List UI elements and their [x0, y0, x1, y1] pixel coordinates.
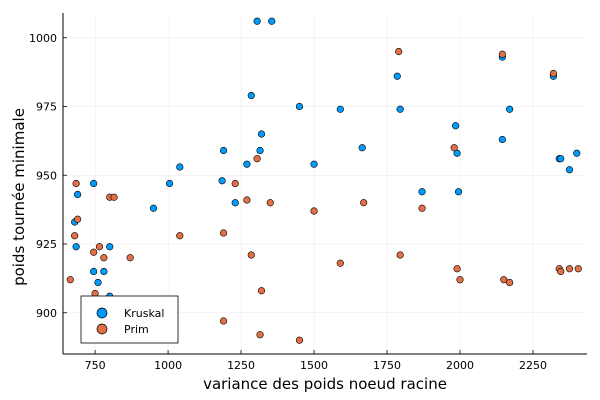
data-point-prim [95, 243, 104, 251]
data-point-prim [73, 215, 82, 223]
data-point-kruskal [393, 72, 401, 80]
data-point-kruskal [506, 105, 514, 113]
data-point-kruskal [257, 130, 266, 138]
x-tick-label: 2000 [446, 359, 474, 372]
data-point-prim [295, 336, 304, 344]
data-point-kruskal [396, 105, 404, 113]
data-point-prim [219, 317, 228, 325]
data-point-prim [66, 276, 74, 284]
data-point-prim [557, 267, 565, 276]
data-point-kruskal [295, 102, 304, 111]
x-axis-label: variance des poids noeud racine [203, 375, 447, 393]
data-point-kruskal [498, 135, 506, 144]
data-point-prim [506, 278, 514, 287]
data-point-prim [565, 265, 574, 273]
data-point-prim [266, 199, 274, 207]
data-point-prim [336, 259, 344, 267]
data-point-kruskal [106, 243, 114, 251]
data-point-prim [418, 204, 426, 212]
data-point-kruskal [176, 163, 184, 171]
data-point-kruskal [218, 177, 226, 185]
data-point-kruskal [253, 17, 261, 25]
legend-box [80, 295, 179, 344]
data-point-prim [253, 155, 261, 163]
data-point-prim [90, 248, 98, 256]
data-point-kruskal [565, 166, 574, 174]
plot-frame [62, 13, 587, 355]
data-point-prim [110, 193, 118, 201]
y-tick-label: 950 [36, 169, 57, 182]
data-point-kruskal [268, 17, 276, 25]
data-point-prim [574, 265, 582, 273]
x-axis-ticks: 750 1000 1250 1500 1750 2000 2250 [85, 350, 547, 372]
data-point-prim [243, 196, 251, 204]
data-point-kruskal [358, 144, 366, 152]
data-point-prim [72, 179, 80, 188]
data-point-prim [231, 179, 239, 188]
y-tick-label: 1000 [29, 32, 57, 45]
grid-lines [63, 13, 587, 354]
data-point-kruskal [72, 243, 80, 251]
legend-marker-prim [96, 323, 108, 335]
data-point-kruskal [573, 149, 581, 157]
data-point-prim [500, 276, 508, 284]
data-point-kruskal [418, 188, 426, 196]
data-point-kruskal [231, 199, 239, 207]
series-prim [66, 47, 582, 344]
data-point-kruskal [256, 146, 264, 155]
data-points [66, 17, 582, 344]
series-kruskal [71, 17, 581, 300]
x-tick-label: 750 [85, 359, 106, 372]
legend-label-kruskal: Kruskal [124, 307, 164, 320]
y-tick-label: 975 [36, 101, 57, 114]
data-point-prim [453, 265, 461, 273]
y-axis-ticks: 900 925 950 975 1000 [29, 32, 67, 320]
data-point-kruskal [557, 155, 565, 163]
data-point-kruskal [90, 267, 98, 276]
data-point-kruskal [247, 91, 255, 100]
data-point-kruskal [310, 160, 318, 168]
data-point-prim [256, 331, 264, 339]
data-point-kruskal [454, 188, 463, 196]
x-tick-label: 1500 [300, 359, 328, 372]
data-point-kruskal [243, 160, 251, 168]
data-point-kruskal [453, 149, 461, 157]
data-point-prim [395, 47, 403, 56]
data-point-kruskal [73, 190, 82, 199]
data-point-kruskal [90, 179, 98, 188]
data-point-kruskal [452, 122, 460, 130]
data-point-prim [247, 251, 255, 259]
data-point-prim [71, 232, 79, 240]
x-tick-label: 1750 [373, 359, 401, 372]
data-point-prim [176, 232, 184, 240]
data-point-prim [257, 287, 266, 295]
data-point-kruskal [336, 105, 344, 113]
legend-marker-kruskal [96, 307, 108, 319]
x-tick-label: 1250 [227, 359, 255, 372]
data-point-prim [549, 69, 558, 78]
data-point-prim [219, 229, 228, 237]
y-axis-label: poids tournée minimale [10, 108, 28, 286]
data-point-kruskal [165, 179, 174, 188]
data-point-prim [360, 199, 368, 207]
data-point-prim [456, 276, 464, 284]
data-point-prim [126, 254, 134, 262]
x-tick-label: 1000 [154, 359, 182, 372]
data-point-prim [450, 144, 458, 152]
data-point-kruskal [94, 278, 102, 287]
legend-label-prim: Prim [124, 323, 149, 336]
data-point-prim [100, 254, 108, 262]
data-point-kruskal [100, 267, 108, 276]
data-point-prim [310, 207, 318, 215]
data-point-prim [396, 251, 404, 259]
data-point-prim [498, 50, 506, 58]
data-point-kruskal [149, 204, 158, 212]
legend: Kruskal Prim [80, 295, 179, 344]
data-point-kruskal [219, 146, 228, 155]
y-tick-label: 925 [36, 238, 57, 251]
y-tick-label: 900 [36, 307, 57, 320]
x-tick-label: 2250 [519, 359, 547, 372]
